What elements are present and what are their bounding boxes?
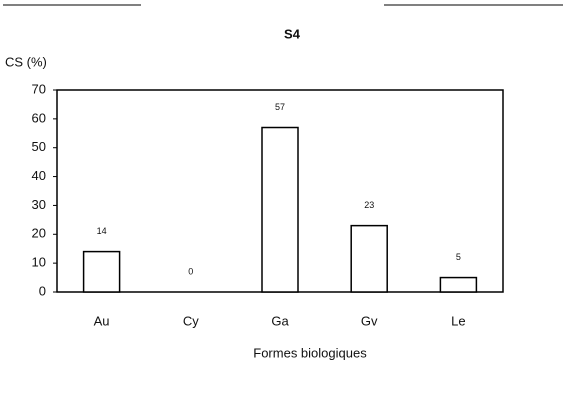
data-label: 23 (364, 200, 374, 210)
data-label: 5 (456, 252, 461, 262)
y-tick-label: 30 (32, 197, 46, 212)
x-tick-label: Au (94, 313, 110, 328)
y-tick-label: 20 (32, 226, 46, 241)
x-tick-label: Cy (183, 313, 199, 328)
x-tick-label: Le (451, 313, 465, 328)
y-tick-label: 70 (32, 81, 46, 96)
bar (261, 126, 299, 293)
x-tick-label: Ga (271, 313, 289, 328)
bar (439, 276, 478, 293)
y-tick-label: 10 (32, 255, 46, 270)
chart-title: S4 (284, 26, 301, 41)
bar (350, 224, 388, 293)
y-tick-label: 0 (39, 283, 46, 298)
y-tick-label: 50 (32, 139, 46, 154)
bar (82, 250, 121, 293)
x-tick-label: Gv (361, 313, 378, 328)
y-tick-label: 60 (32, 110, 46, 125)
data-label: 14 (97, 226, 107, 236)
data-label: 0 (188, 266, 193, 276)
y-axis-label: CS (%) (5, 54, 47, 69)
y-tick-label: 40 (32, 168, 46, 183)
x-axis-label: Formes biologiques (253, 345, 367, 360)
data-label: 57 (275, 102, 285, 112)
